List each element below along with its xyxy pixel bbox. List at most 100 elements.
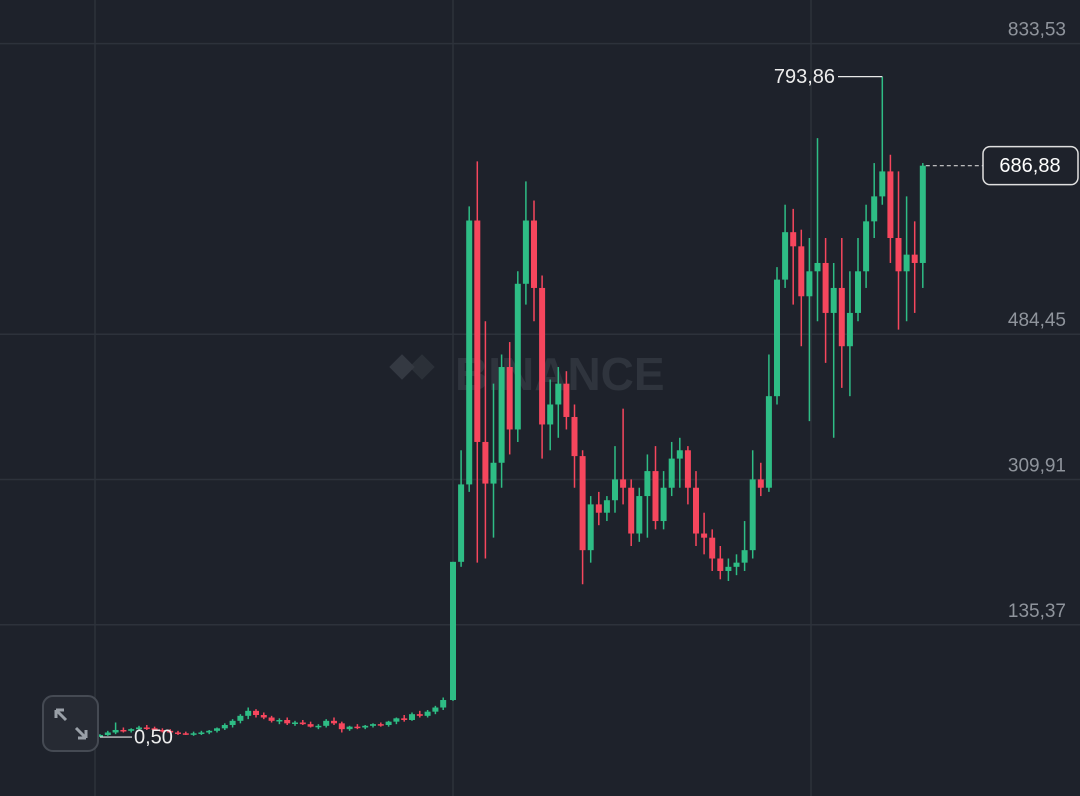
candle-body <box>871 196 878 222</box>
candle-body <box>733 562 740 567</box>
candle-body <box>603 500 610 513</box>
y-tick-label: 833,53 <box>1008 20 1066 41</box>
candle-body <box>97 734 103 737</box>
candle-body <box>151 728 158 730</box>
candle-body <box>175 732 181 734</box>
candle-body <box>620 479 627 488</box>
expand-button[interactable] <box>42 695 99 752</box>
candle-body <box>895 238 902 272</box>
candle-body <box>393 718 400 722</box>
candle-body <box>555 383 562 405</box>
candle-body <box>798 246 805 297</box>
candle-body <box>911 254 918 263</box>
candle-body <box>112 729 119 733</box>
candle-body <box>668 458 675 488</box>
candle-body <box>190 733 197 735</box>
candle-body <box>765 396 772 488</box>
candle-body <box>276 719 283 722</box>
candle-body <box>790 232 797 247</box>
candle-body <box>830 287 837 313</box>
last-price-label: 686,88 <box>999 155 1060 177</box>
last-price-box <box>982 145 1079 186</box>
candle-body <box>547 404 554 425</box>
candle-body <box>292 722 298 724</box>
candle-body <box>717 558 724 571</box>
candle-body <box>749 479 756 551</box>
candle-body <box>498 367 505 463</box>
candle-body <box>587 504 594 551</box>
candle-body <box>676 450 683 459</box>
candle-body <box>237 715 244 721</box>
candle-body <box>385 721 392 725</box>
candle-body <box>198 732 205 734</box>
watermark-logo <box>389 354 435 380</box>
high-label: 793,86 <box>774 66 835 88</box>
candle-body <box>167 730 174 733</box>
candle-body <box>401 718 408 720</box>
candle-body <box>245 710 252 716</box>
candle-body <box>531 220 537 288</box>
candle-body <box>260 715 267 718</box>
candle-body <box>182 733 189 735</box>
candle-body <box>338 723 345 730</box>
candle-body <box>331 720 337 724</box>
candle-body <box>128 729 135 731</box>
candle-body <box>315 725 322 728</box>
candle-body <box>838 287 845 347</box>
candle-body <box>221 724 228 729</box>
candle-body <box>822 262 829 313</box>
candle-body <box>782 232 789 280</box>
low-label: 0,50 <box>134 726 173 748</box>
candle-body <box>416 714 423 716</box>
candle-body <box>701 533 708 538</box>
candle-body <box>409 714 415 720</box>
candle-body <box>595 504 602 513</box>
candle-body <box>846 312 853 347</box>
candle-body <box>104 732 111 735</box>
candle-body <box>644 471 651 497</box>
candle-body <box>214 728 220 731</box>
candle-body <box>450 561 456 701</box>
candle-body <box>741 550 748 563</box>
candle-body <box>377 724 384 726</box>
candle-body <box>652 471 659 522</box>
candle-body <box>323 720 330 726</box>
candle-body <box>863 221 870 272</box>
candle-body <box>229 720 236 725</box>
candle-body <box>307 724 314 727</box>
candle-body <box>684 450 691 488</box>
candle-body <box>362 725 369 728</box>
candle-body <box>253 710 259 716</box>
candle-body <box>774 279 780 397</box>
candle-body <box>879 171 886 197</box>
candle-body <box>466 220 473 485</box>
candle-body <box>136 727 142 730</box>
candle-body <box>636 496 643 534</box>
candle-body <box>693 487 699 534</box>
candle-body <box>903 254 910 272</box>
candle-body <box>346 726 353 730</box>
y-tick-label: 484,45 <box>1008 310 1066 331</box>
candle-body <box>424 711 431 716</box>
candle-body <box>440 700 447 708</box>
candle-body <box>806 271 813 297</box>
candle-body <box>120 729 127 732</box>
candle-body <box>571 416 578 457</box>
candle-body <box>919 165 926 263</box>
candle-body <box>354 726 361 729</box>
candle-body <box>709 537 716 559</box>
candle-body <box>506 367 513 430</box>
candle-body <box>370 724 376 726</box>
candle-body <box>299 722 306 725</box>
candle-body <box>539 287 546 425</box>
candle-body <box>143 727 150 729</box>
candle-body <box>206 730 213 733</box>
candle-body <box>725 566 732 571</box>
candle-body <box>514 283 521 430</box>
candle-body <box>579 456 586 551</box>
candle-body <box>855 271 861 313</box>
candle-body <box>814 262 821 272</box>
candle-body <box>757 479 764 488</box>
candle-body <box>490 462 497 484</box>
y-tick-label: 309,91 <box>1008 456 1066 477</box>
